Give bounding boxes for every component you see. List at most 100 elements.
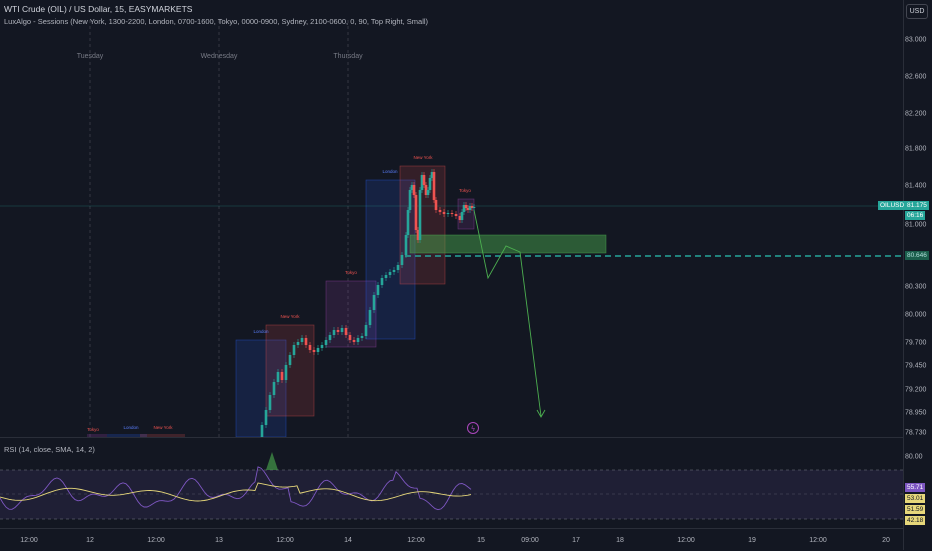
price-tick: 82.600 [905,73,927,81]
price-tick: 81.400 [905,182,927,190]
time-tick: 12:00 [407,537,425,544]
symbol-title[interactable]: WTI Crude (OIL) / US Dollar, 15, EASYMAR… [4,4,193,14]
time-tick: 13 [215,537,223,544]
time-tick: 14 [344,537,352,544]
event-marker-icon [467,422,479,434]
session-label-new-york: New York [280,314,300,319]
price-tick: 78.950 [905,409,927,417]
price-axis[interactable] [903,0,932,550]
candle-body [472,207,476,208]
candle-body [460,212,464,220]
indicator-title[interactable]: LuxAlgo - Sessions (New York, 1300-2200,… [4,17,429,26]
new-york-session-box [140,434,185,437]
candle-body [344,328,348,335]
countdown-tag: 06:16 [905,211,926,220]
candle-body [328,335,332,340]
time-tick: 09:00 [521,537,539,544]
price-tick: 79.450 [905,362,927,370]
rsi-axis-tick: 80.00 [905,453,923,461]
rsi-title[interactable]: RSI (14, close, SMA, 14, 2) [4,445,95,454]
symbol-tag: OILUSD [878,201,907,210]
candle-body [316,348,320,352]
candle-body [384,275,388,278]
currency-button[interactable]: USD [906,4,928,19]
candle-body [408,190,412,210]
candle-body [470,206,474,208]
event-marker-glyph: ϟ [471,425,476,433]
session-label-tokyo: Tokyo [345,270,357,275]
candle-body [446,213,450,214]
candle-body [324,340,328,345]
candle-body [336,330,340,332]
rsi-ma-tag: 42.18 [905,516,926,525]
price-tick: 80.300 [905,283,927,291]
price-tick: 79.700 [905,339,927,347]
candle-body [260,425,264,437]
session-label-london: London [253,329,269,334]
time-tick: 20 [882,537,890,544]
candle-body [426,190,430,195]
rsi-overbought-fill [266,452,278,470]
pane-separator[interactable] [0,437,903,438]
candle-body [304,338,308,345]
price-tick: 81.000 [905,221,927,229]
candle-body [312,350,316,352]
time-tick: 12:00 [809,537,827,544]
candle-body [418,190,422,240]
candle-body [288,355,292,365]
candle-body [400,255,404,265]
candle-body [464,205,468,208]
session-label-new-york: New York [413,155,433,160]
candle-body [380,278,384,285]
candle-body [434,200,438,210]
candle-body [442,212,446,214]
candle-body [352,340,356,342]
day-label-thursday: Thursday [333,53,363,60]
candle-body [432,172,436,200]
time-tick: 15 [477,537,485,544]
candle-body [276,372,280,382]
candle-body [412,185,416,195]
tokyo-session-box [87,434,107,437]
candle-body [292,345,296,355]
rsi-value-tag: 55.71 [905,483,926,492]
rsi-line [0,466,472,511]
projection-path [473,209,542,417]
rsi-pane[interactable] [0,438,932,528]
time-tick: 12:00 [147,537,165,544]
time-tick: 19 [748,537,756,544]
candle-body [430,172,434,178]
candle-body [392,270,396,272]
rsi-series [0,452,472,511]
projection-arrowhead [536,409,546,418]
candle-body [422,175,426,185]
candle-body [308,345,312,350]
price-chart-svg[interactable]: ϟ [0,0,903,437]
time-tick: 18 [616,537,624,544]
rsi-chart-svg[interactable] [0,438,903,528]
candle-body [458,216,462,220]
rsi-ma-tag: 51.59 [905,505,926,514]
candle-body [272,382,276,395]
candle-body [296,342,300,345]
candle-body [356,338,360,342]
candle-body [414,195,418,230]
candle-body [406,210,410,235]
chart-main-pane[interactable]: ϟ [0,0,932,437]
time-axis[interactable] [0,528,903,551]
time-tick: 12:00 [677,537,695,544]
candle-body [364,325,368,336]
session-label-tokyo: Tokyo [459,188,471,193]
price-tick: 78.730 [905,429,927,437]
price-tick: 79.200 [905,386,927,394]
candle-body [360,336,364,338]
candle-body [410,185,414,190]
session-label-london: London [123,425,139,430]
candle-series [260,169,476,437]
candle-body [268,395,272,410]
rsi-band [0,470,903,519]
candle-body [376,285,380,295]
candle-body [416,230,420,240]
rsi-ma-line [0,482,472,502]
price-tick: 80.000 [905,311,927,319]
